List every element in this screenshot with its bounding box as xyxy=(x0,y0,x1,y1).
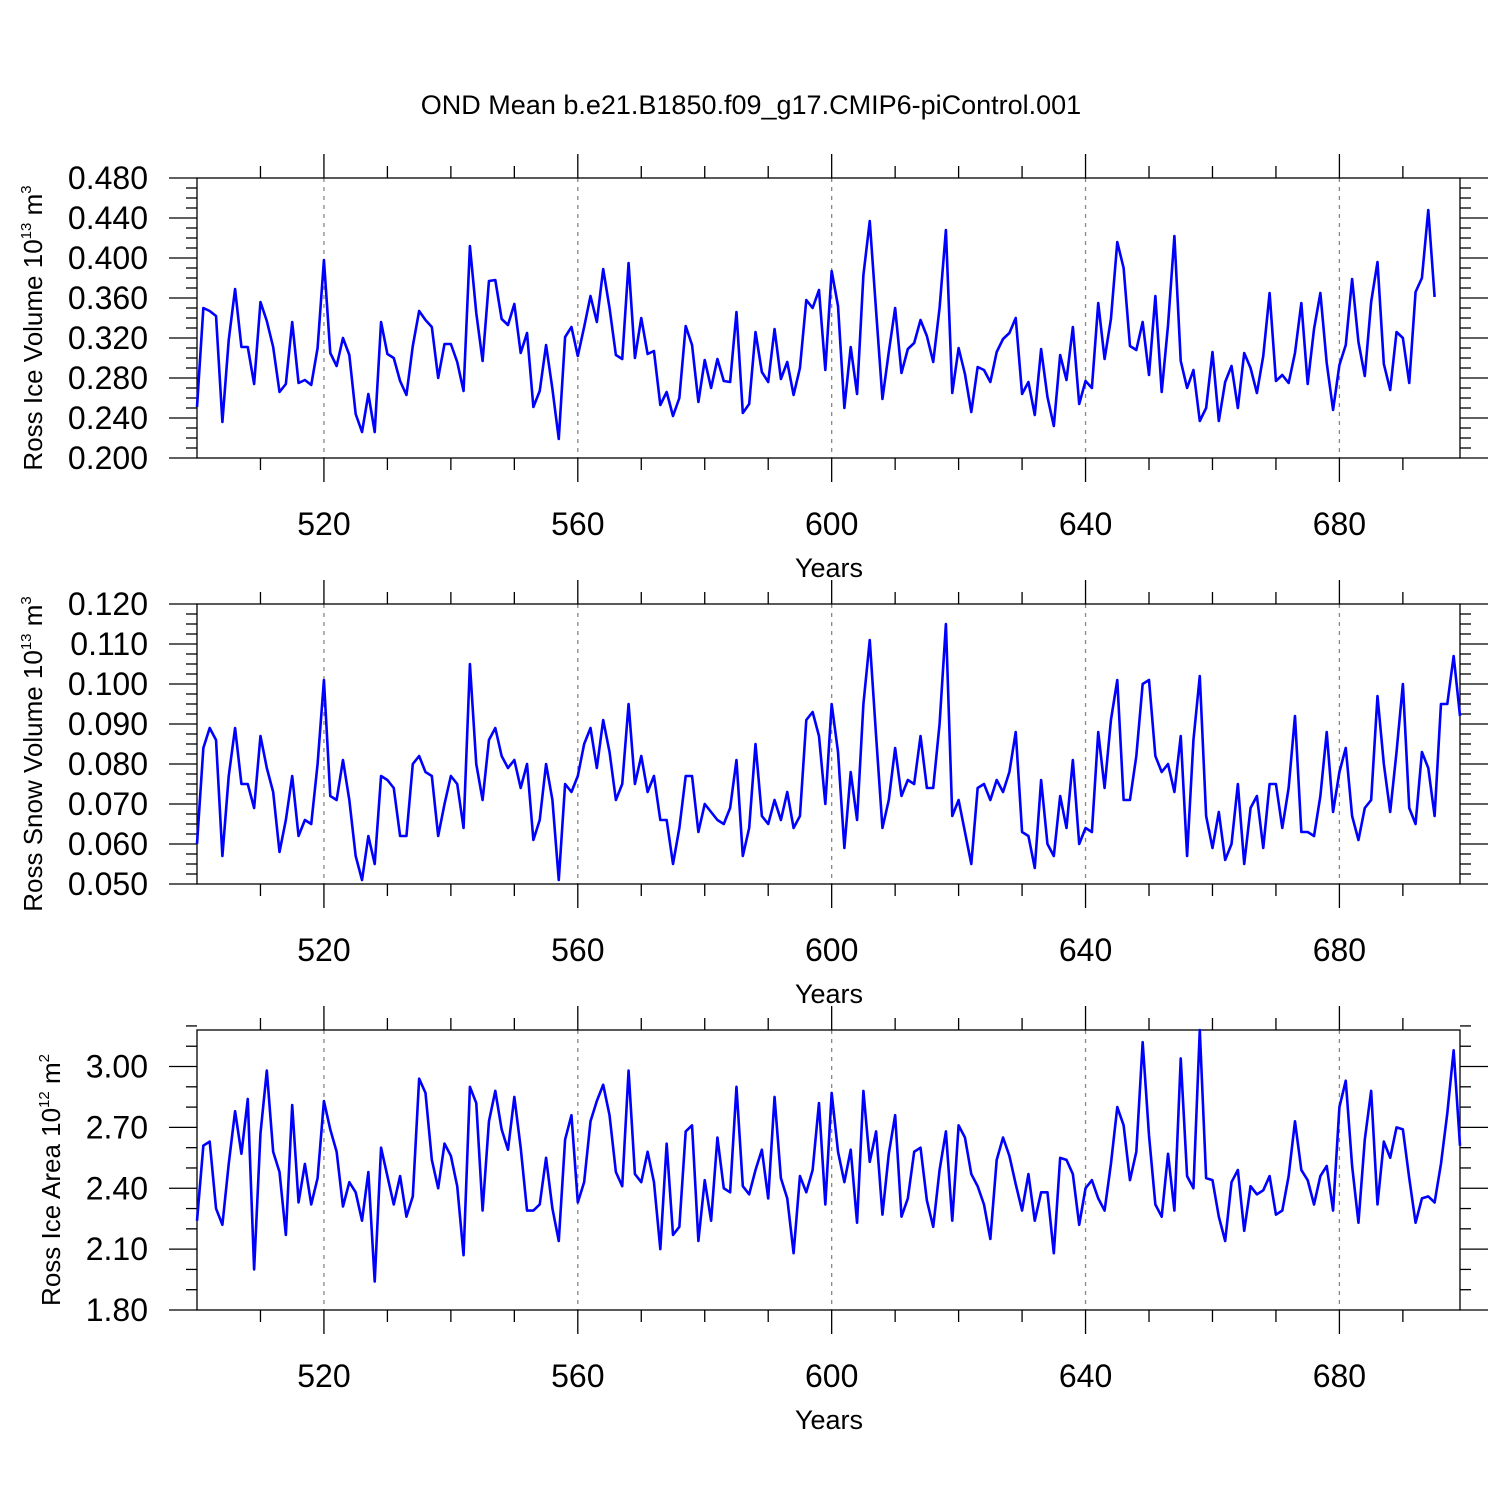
series-line xyxy=(195,1028,1462,1283)
x-axis-label: Years xyxy=(795,1405,863,1435)
x-tick-label: 520 xyxy=(297,506,350,542)
x-tick-label: 520 xyxy=(297,1358,350,1394)
y-tick-label: 0.400 xyxy=(68,240,148,276)
snow-volume-panel: 520 560 600 640 680 0.050 0.060 0.070 0.080 0.090… xyxy=(18,580,1488,1009)
x-tick-label: 680 xyxy=(1313,932,1366,968)
plot-frame xyxy=(196,1029,1461,1311)
y-tick-label: 0.080 xyxy=(68,746,148,782)
y-tick-label: 2.10 xyxy=(86,1231,148,1267)
y-tick-label: 0.120 xyxy=(68,586,148,622)
x-tick-label: 640 xyxy=(1059,932,1112,968)
y-axis-label: Ross Snow Volume 1013 m3 xyxy=(18,596,48,912)
x-tick-label: 680 xyxy=(1313,1358,1366,1394)
ice-volume-panel: 520 560 600 640 680 0.200 0.240 0.280 0.320 0.360… xyxy=(18,154,1488,583)
y-tick-label: 1.80 xyxy=(86,1292,148,1328)
y-tick-label: 0.090 xyxy=(68,706,148,742)
ice-area-panel: 520 560 600 640 680 1.80 2.10 2.40 2.70 3.00 Years… xyxy=(36,1006,1488,1435)
x-axis-label: Years xyxy=(795,553,863,583)
x-tick-label: 560 xyxy=(551,506,604,542)
y-tick-label: 0.440 xyxy=(68,200,148,236)
x-tick-label: 640 xyxy=(1059,1358,1112,1394)
y-tick-label: 0.110 xyxy=(70,626,148,662)
y-tick-label: 0.200 xyxy=(68,440,148,476)
y-tick-label: 2.40 xyxy=(86,1170,148,1206)
y-tick-label: 0.360 xyxy=(68,280,148,316)
x-tick-label: 520 xyxy=(297,932,350,968)
y-tick-label: 0.480 xyxy=(68,160,148,196)
chart-title: OND Mean b.e21.B1850.f09_g17.CMIP6-piCon… xyxy=(421,90,1081,120)
series-line xyxy=(195,622,1462,882)
y-axis-label: Ross Ice Area 1012 m2 xyxy=(36,1054,66,1306)
y-tick-label: 0.320 xyxy=(68,320,148,356)
series-line xyxy=(195,208,1436,441)
y-tick-label: 0.070 xyxy=(68,786,148,822)
x-tick-label: 600 xyxy=(805,506,858,542)
x-tick-label: 640 xyxy=(1059,506,1112,542)
y-tick-label: 0.240 xyxy=(68,400,148,436)
x-tick-label: 560 xyxy=(551,932,604,968)
y-tick-label: 2.70 xyxy=(86,1109,148,1145)
x-axis-label: Years xyxy=(795,979,863,1009)
y-tick-label: 3.00 xyxy=(86,1049,148,1085)
x-tick-label: 600 xyxy=(805,932,858,968)
x-tick-label: 600 xyxy=(805,1358,858,1394)
y-tick-label: 0.050 xyxy=(68,866,148,902)
x-tick-label: 680 xyxy=(1313,506,1366,542)
x-tick-label: 560 xyxy=(551,1358,604,1394)
y-tick-label: 0.060 xyxy=(68,826,148,862)
y-tick-label: 0.280 xyxy=(68,360,148,396)
y-tick-label: 0.100 xyxy=(68,666,148,702)
y-axis-label: Ross Ice Volume 1013 m3 xyxy=(18,185,48,470)
